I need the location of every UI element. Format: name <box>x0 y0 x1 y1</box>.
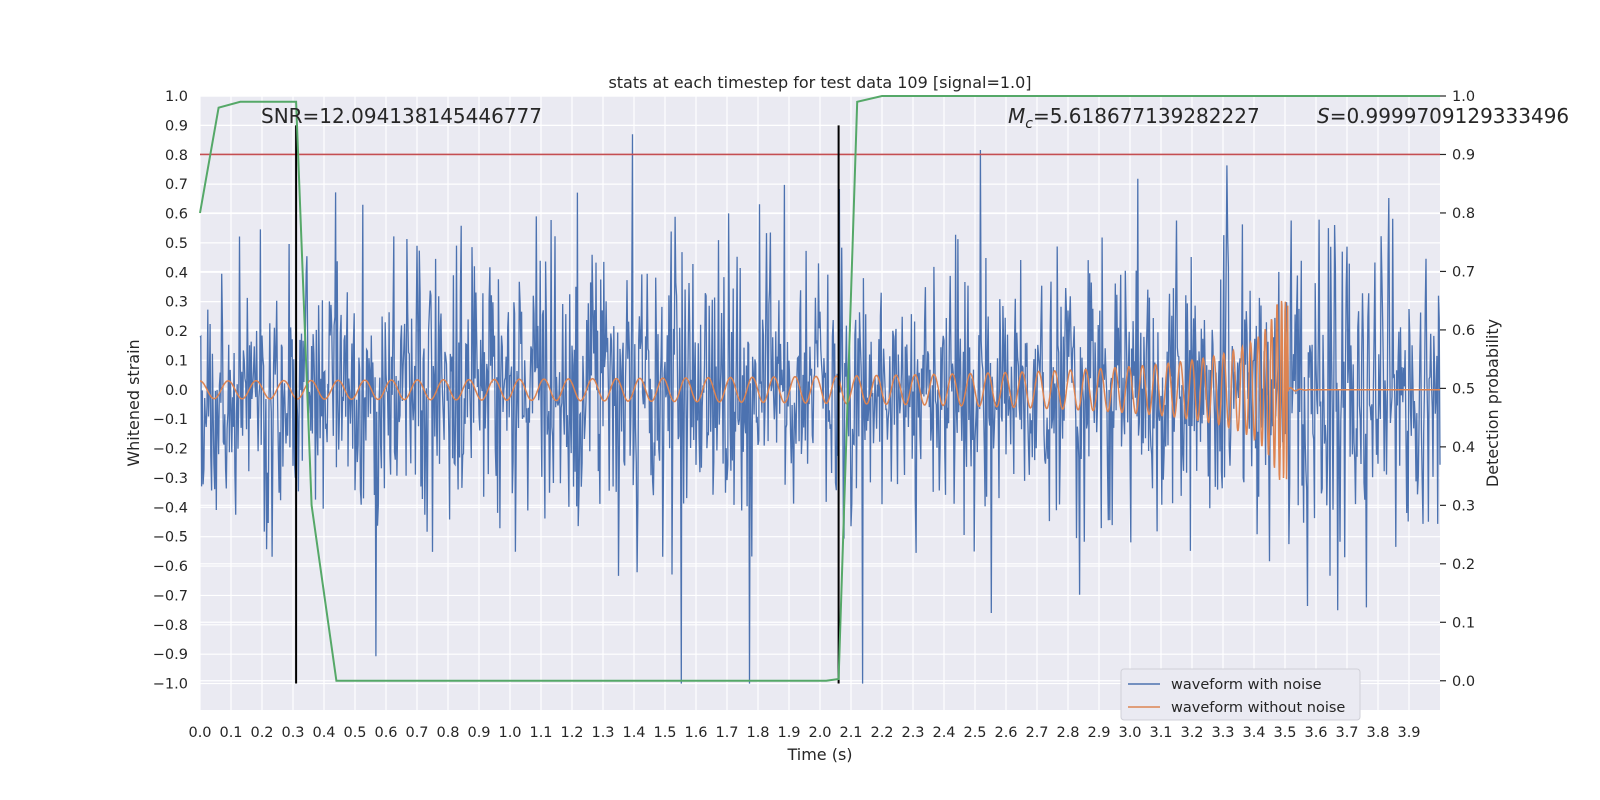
y-tick-label: 0.5 <box>165 236 188 252</box>
x-tick-label: 1.5 <box>653 725 676 741</box>
y-tick-label: −0.5 <box>153 530 188 546</box>
x-tick-label: 3.9 <box>1397 725 1420 741</box>
y-tick-label: −0.8 <box>153 618 188 634</box>
y-tick-label: −0.4 <box>153 500 188 516</box>
x-tick-label: 3.0 <box>1118 725 1141 741</box>
y-tick-label: −0.2 <box>153 442 188 458</box>
y-right-tick-label: 0.1 <box>1452 615 1475 631</box>
x-tick-label: 0.9 <box>467 725 490 741</box>
x-tick-label: 1.8 <box>746 725 769 741</box>
x-tick-label: 2.1 <box>839 725 862 741</box>
x-tick-label: 2.9 <box>1087 725 1110 741</box>
x-tick-label: 3.7 <box>1335 725 1358 741</box>
x-tick-label: 3.8 <box>1366 725 1389 741</box>
y-tick-label: 0.2 <box>165 324 188 340</box>
x-tick-label: 2.6 <box>994 725 1017 741</box>
x-tick-label: 1.3 <box>591 725 614 741</box>
x-tick-label: 0.1 <box>219 725 242 741</box>
x-tick-label: 0.2 <box>250 725 273 741</box>
noise-waveform-line <box>199 134 1441 684</box>
x-tick-label: 3.1 <box>1149 725 1172 741</box>
x-tick-label: 0.6 <box>374 725 397 741</box>
x-tick-label: 1.7 <box>715 725 738 741</box>
y-tick-label: 0.1 <box>165 353 188 369</box>
tick-labels: 0.0 0.1 0.2 0.3 0.4 0.5 0.6 0.7 0.8 0.9 1.0 1.1 1.2 1… <box>153 89 1475 741</box>
y-right-tick-label: 0.0 <box>1452 674 1475 690</box>
x-tick-label: 0.5 <box>343 725 366 741</box>
x-tick-label: 0.7 <box>405 725 428 741</box>
x-tick-label: 1.1 <box>529 725 552 741</box>
x-tick-label: 2.0 <box>808 725 831 741</box>
y-tick-label: −0.7 <box>153 588 188 604</box>
legend-label-clean: waveform without noise <box>1171 700 1345 716</box>
x-tick-label: 3.2 <box>1180 725 1203 741</box>
y-right-tick-label: 0.6 <box>1452 323 1475 339</box>
y-tick-label: 0.7 <box>165 177 188 193</box>
y-tick-label: 0.9 <box>165 118 188 134</box>
detection-probability-line <box>199 95 1440 682</box>
y-tick-label: 0.0 <box>165 383 188 399</box>
y-tick-label: 0.3 <box>165 295 188 311</box>
y-tick-label: 0.6 <box>165 207 188 223</box>
y-right-axis-label: Detection probability <box>1483 319 1502 487</box>
s-symbol: S <box>1317 104 1330 128</box>
clean-waveform-line <box>200 300 1440 480</box>
y-right-tick-label: 0.7 <box>1452 264 1475 280</box>
x-tick-label: 0.3 <box>281 725 304 741</box>
y-tick-label: −0.3 <box>153 471 188 487</box>
x-tick-label: 2.8 <box>1056 725 1079 741</box>
y-right-tick-label: 0.5 <box>1452 381 1475 397</box>
mc-annotation: Mc=5.618677139282227 <box>1008 104 1260 132</box>
chart-title: stats at each timestep for test data 109… <box>608 73 1031 92</box>
s-value: =0.9999709129333496 <box>1330 104 1569 128</box>
y-tick-label: −0.6 <box>153 559 188 575</box>
x-tick-label: 0.0 <box>188 725 211 741</box>
mc-symbol: M <box>1008 104 1025 128</box>
x-tick-label: 1.0 <box>498 725 521 741</box>
x-tick-label: 3.3 <box>1211 725 1234 741</box>
x-tick-label: 3.5 <box>1273 725 1296 741</box>
x-tick-label: 1.4 <box>622 725 645 741</box>
y-tick-label: 0.4 <box>165 265 188 281</box>
mc-subscript: c <box>1025 116 1033 132</box>
x-tick-label: 2.7 <box>1025 725 1048 741</box>
x-tick-label: 1.9 <box>777 725 800 741</box>
mc-value: =5.618677139282227 <box>1033 104 1260 128</box>
y-right-tick-label: 0.8 <box>1452 206 1475 222</box>
y-axis-label: Whitened strain <box>124 339 143 466</box>
y-tick-label: 0.8 <box>165 148 188 164</box>
x-axis-label: Time (s) <box>786 745 852 764</box>
x-tick-label: 2.5 <box>963 725 986 741</box>
y-tick-label: −1.0 <box>153 677 188 693</box>
legend-box <box>1120 668 1361 721</box>
y-right-tick-label: 1.0 <box>1452 89 1475 105</box>
y-tick-label: −0.9 <box>153 647 188 663</box>
x-tick-label: 3.6 <box>1304 725 1327 741</box>
x-tick-label: 0.8 <box>436 725 459 741</box>
y-tick-label: −0.1 <box>153 412 188 428</box>
legend-label-noise: waveform with noise <box>1171 677 1322 693</box>
x-tick-label: 1.2 <box>560 725 583 741</box>
legend: waveform with noise waveform without noi… <box>1120 668 1361 721</box>
x-tick-label: 2.3 <box>901 725 924 741</box>
x-tick-label: 2.2 <box>870 725 893 741</box>
y-right-tick-label: 0.3 <box>1452 498 1475 514</box>
x-tick-label: 2.4 <box>932 725 955 741</box>
x-tick-label: 0.4 <box>312 725 335 741</box>
y-right-tick-label: 0.9 <box>1452 147 1475 163</box>
y-right-tick-label: 0.4 <box>1452 440 1475 456</box>
snr-annotation: SNR=12.094138145446777 <box>261 104 542 128</box>
y-tick-label: 1.0 <box>165 89 188 105</box>
x-tick-label: 3.4 <box>1242 725 1265 741</box>
y-right-tick-label: 0.2 <box>1452 557 1475 573</box>
grid-lines <box>199 95 1440 710</box>
s-annotation: S=0.9999709129333496 <box>1317 104 1569 128</box>
x-tick-label: 1.6 <box>684 725 707 741</box>
series-layer <box>199 95 1441 684</box>
